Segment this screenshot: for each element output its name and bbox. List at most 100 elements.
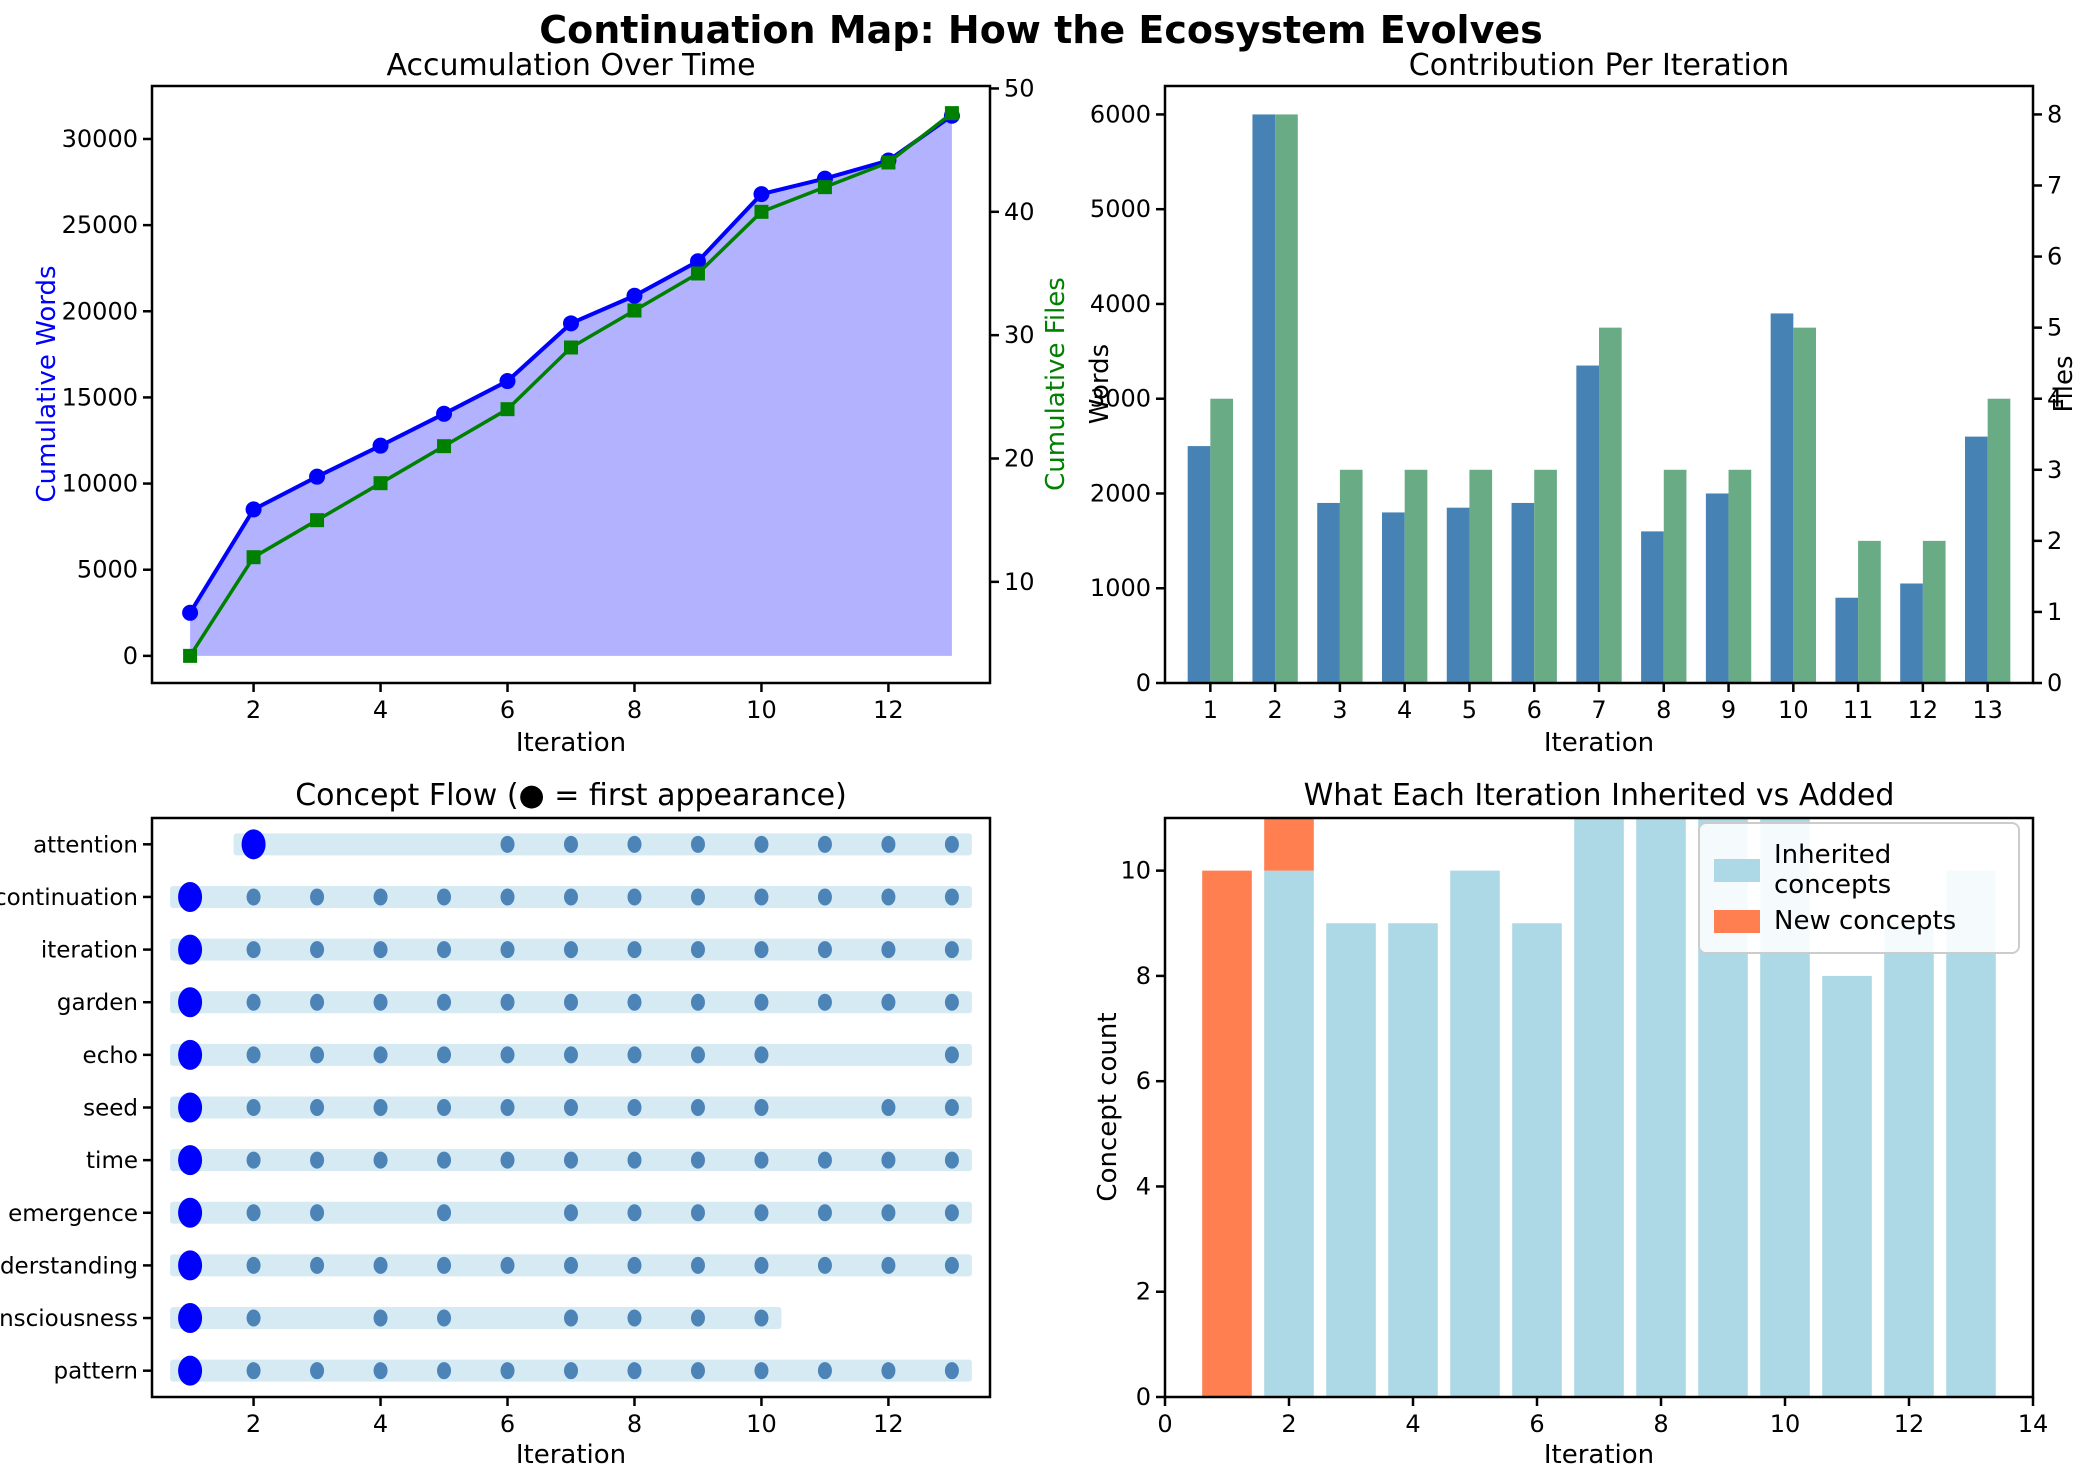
accumulation-ylabel-left: Cumulative Words — [32, 265, 62, 503]
legend-swatch-new-icon — [1714, 909, 1760, 933]
words-bar — [1964, 436, 1988, 683]
concept-dot — [500, 1151, 515, 1169]
concept-dot — [944, 1099, 959, 1116]
words-marker — [182, 604, 199, 621]
concept-dot — [564, 1309, 578, 1327]
words-bar — [1641, 531, 1664, 683]
y-tick-label: 50 — [1004, 74, 1035, 102]
contribution-ylabel-left: Words — [1085, 343, 1115, 425]
concept-dot — [881, 1256, 896, 1274]
x-tick-label: 8 — [1656, 696, 1671, 724]
y-tick-label: 1 — [2047, 598, 2062, 626]
concept-dot — [881, 941, 896, 959]
x-tick-label: 12 — [873, 1410, 904, 1438]
words-marker — [689, 253, 706, 270]
axes-frame — [150, 816, 992, 1399]
words-bar — [1252, 114, 1276, 683]
y-tick-label: 15000 — [62, 383, 138, 411]
x-tick-label: 2 — [246, 1410, 261, 1438]
x-tick-label: 12 — [1894, 1410, 1925, 1438]
inherited-bar — [1326, 923, 1376, 1397]
concept-dot — [310, 1204, 325, 1222]
concept-first-dot — [178, 1355, 203, 1386]
concept-row-label: time — [86, 1148, 138, 1174]
inherited-bar — [1388, 923, 1438, 1397]
y-tick-label: 10 — [1120, 857, 1151, 885]
x-tick-label: 8 — [1653, 1410, 1668, 1438]
x-tick-label: 14 — [2018, 1410, 2049, 1438]
concept-dot — [944, 1151, 959, 1169]
concept-dot — [881, 835, 896, 853]
legend-item-new: New concepts — [1714, 906, 2004, 936]
concept-dot — [754, 993, 769, 1011]
concept-dot — [373, 941, 388, 959]
files-marker — [817, 180, 832, 195]
words-bar — [1511, 502, 1535, 683]
files-marker — [754, 204, 769, 219]
concept-dot — [246, 993, 261, 1011]
y-tick-label: 20000 — [62, 297, 138, 325]
files-marker — [500, 402, 515, 417]
x-tick-label: 4 — [373, 1410, 388, 1438]
files-bar — [1663, 469, 1687, 683]
concept-row-label: iteration — [41, 938, 138, 964]
concept-dot — [437, 1256, 452, 1274]
concept-dot — [754, 835, 769, 853]
x-tick-label: 12 — [1908, 696, 1939, 724]
concept-dot — [437, 1151, 452, 1169]
concept-dot — [564, 941, 578, 959]
words-marker — [372, 437, 389, 454]
concept-dot — [627, 1099, 642, 1116]
concept-band — [170, 1307, 782, 1330]
concept-dot — [246, 1046, 261, 1064]
concept-dot — [564, 835, 578, 853]
concept-dot — [944, 888, 959, 906]
concept-dot — [373, 1309, 388, 1327]
concept-dot — [754, 1256, 769, 1274]
concept-dot — [690, 888, 705, 906]
concept-dot — [817, 993, 832, 1011]
concept-row-label: attention — [33, 832, 138, 858]
concept-dot — [373, 993, 388, 1011]
concept-dot — [500, 1362, 515, 1380]
concept-dot — [564, 888, 578, 906]
concept-dot — [817, 941, 832, 959]
concept-first-dot — [178, 1145, 203, 1176]
y-tick-label: 4000 — [1090, 290, 1151, 318]
concept-dot — [754, 1151, 769, 1169]
x-tick-label: 2 — [1267, 696, 1282, 724]
concept-dot — [437, 941, 452, 959]
concept-dot — [564, 1362, 578, 1380]
concept-dot — [310, 993, 325, 1011]
x-tick-label: 8 — [627, 1410, 642, 1438]
concept-dot — [944, 1362, 959, 1380]
files-bar — [1275, 114, 1298, 683]
concept-dot — [310, 888, 325, 906]
words-bar — [1835, 597, 1859, 683]
concept-dot — [690, 1256, 705, 1274]
concept-dot — [310, 1046, 325, 1064]
y-tick-label: 7 — [2047, 172, 2062, 200]
concept-dot — [627, 1151, 642, 1169]
concept-flow-title: Concept Flow (● = first appearance) — [295, 778, 847, 813]
y-tick-label: 30 — [1004, 321, 1035, 349]
words-marker — [309, 468, 326, 485]
concept-flow-xlabel: Iteration — [515, 1440, 627, 1470]
words-area-fill — [190, 115, 952, 656]
concept-dot — [881, 1204, 896, 1222]
concept-dot — [690, 941, 705, 959]
y-tick-label: 6 — [2047, 243, 2062, 271]
concept-dot — [246, 1309, 261, 1327]
concept-dot — [246, 1204, 261, 1222]
concept-dot — [690, 1204, 705, 1222]
y-tick-label: 0 — [2047, 669, 2062, 697]
words-marker — [499, 373, 516, 390]
words-bar — [1770, 313, 1794, 683]
files-bar — [1987, 398, 2011, 683]
concept-first-dot — [178, 934, 203, 965]
concept-dot — [437, 1309, 452, 1327]
concept-dot — [246, 941, 261, 959]
y-tick-label: 0 — [1136, 669, 1151, 697]
y-tick-label: 0 — [1136, 1383, 1151, 1411]
